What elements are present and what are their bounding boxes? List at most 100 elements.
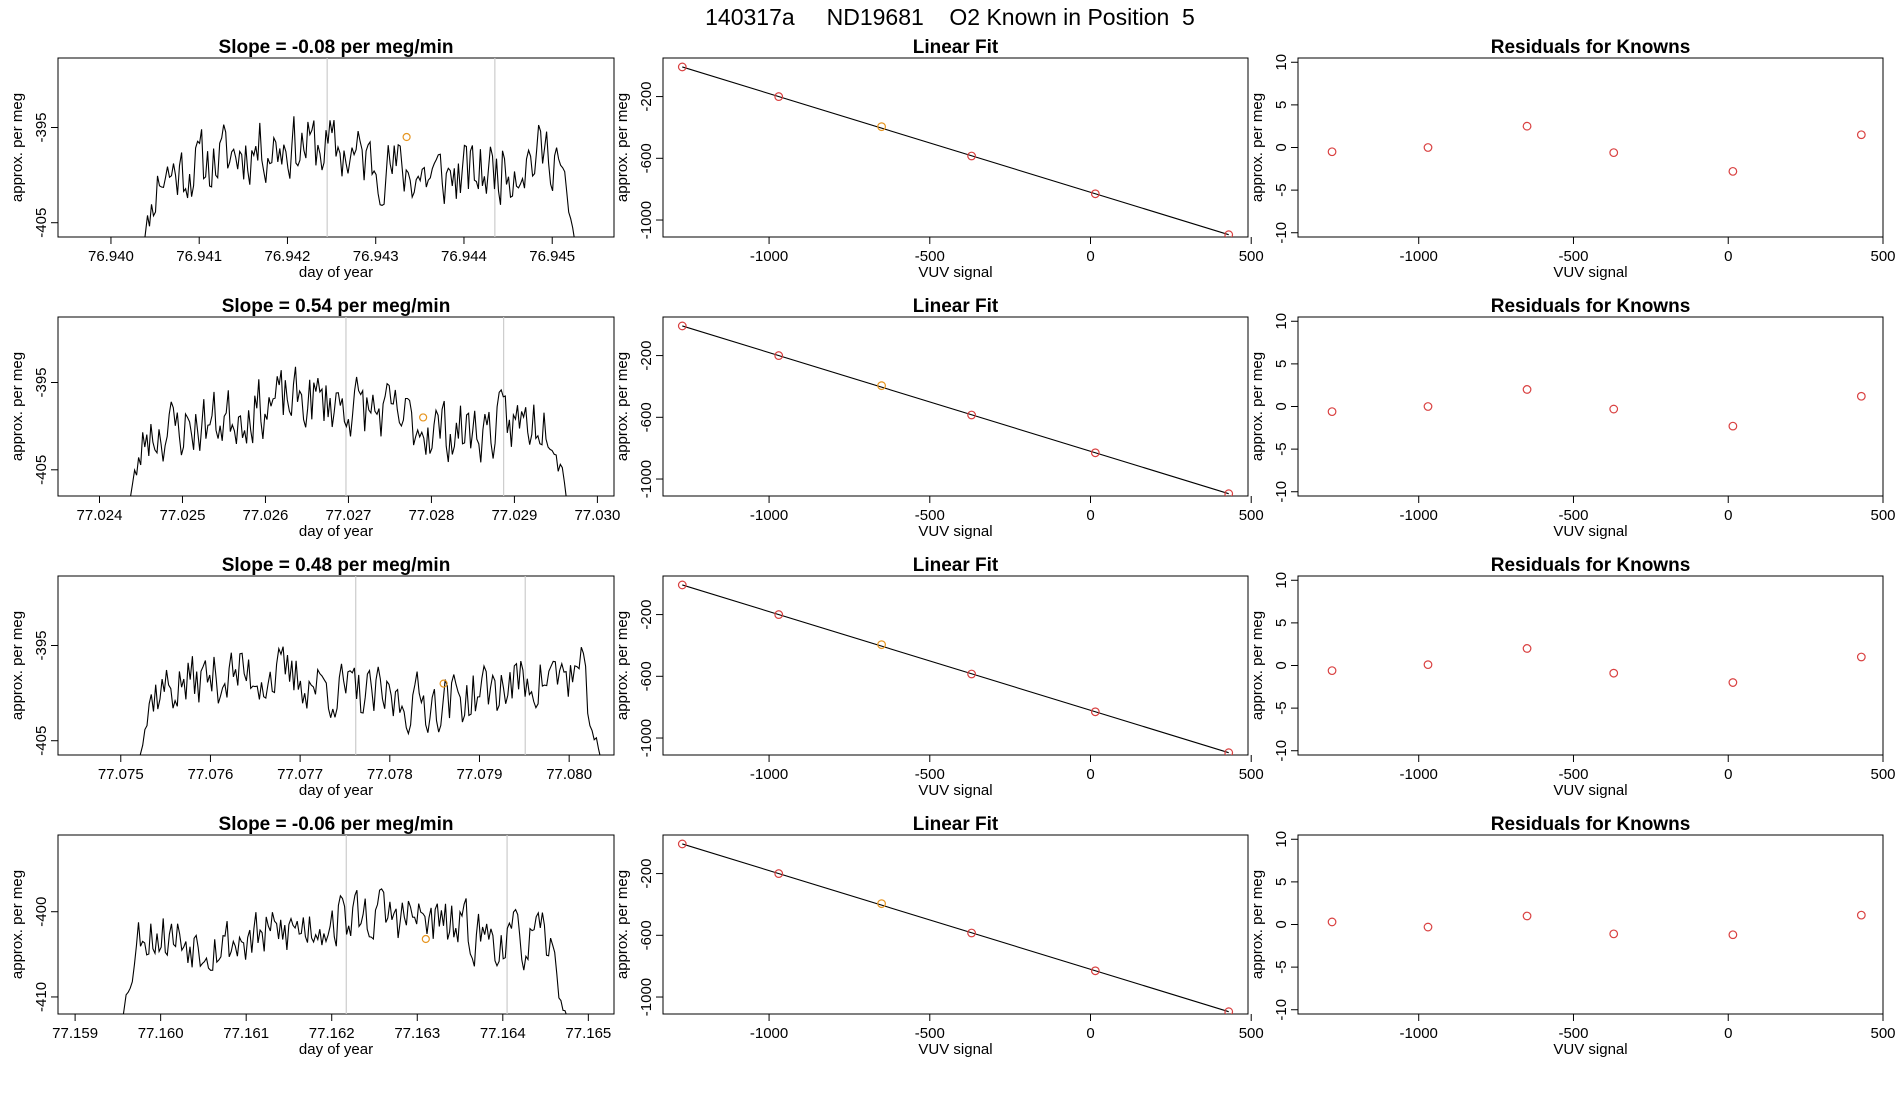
signal-trace <box>122 888 567 1014</box>
chart-panel-fit-3: Linear Fit -1000 -500 0 500 -200 -600 -1000 VUV … <box>614 555 1264 799</box>
x-tick-label: 77.077 <box>277 766 323 783</box>
y-tick-label: -5 <box>1273 183 1290 196</box>
x-tick-label: 0 <box>1724 1025 1732 1042</box>
fit-line <box>682 584 1229 754</box>
x-tick-label: -1000 <box>750 507 788 524</box>
y-tick-label: 10 <box>1273 831 1290 848</box>
data-point <box>1856 391 1866 401</box>
x-tick-label: 77.164 <box>480 1025 526 1042</box>
data-point <box>1609 404 1619 414</box>
x-tick-label: 76.940 <box>88 248 134 265</box>
data-point <box>1224 489 1234 496</box>
x-axis-label: VUV signal <box>1553 782 1627 799</box>
y-tick-label: -5 <box>1273 442 1290 455</box>
y-tick-label: -200 <box>638 341 655 371</box>
x-tick-label: 0 <box>1724 248 1732 265</box>
signal-trace <box>130 366 567 496</box>
y-tick-label: 5 <box>1273 101 1290 109</box>
y-axis-label: approx. per meg <box>614 870 631 979</box>
fit-line <box>682 843 1229 1013</box>
y-tick-label: -1000 <box>638 978 655 1016</box>
y-tick-label: -395 <box>33 112 50 142</box>
orange-marker <box>402 132 411 142</box>
x-tick-label: -1000 <box>750 1025 788 1042</box>
chart-panel-timeseries-3: Slope = 0.48 per meg/min 77.075 77.076 77.0… <box>9 555 615 799</box>
y-tick-label: -1000 <box>638 719 655 757</box>
x-tick-label: 77.075 <box>98 766 144 783</box>
y-tick-label: -5 <box>1273 701 1290 714</box>
x-tick-label: 500 <box>1239 507 1264 524</box>
highlight-point <box>877 381 886 391</box>
data-point <box>1856 910 1866 920</box>
data-point <box>677 839 687 849</box>
x-tick-label: 0 <box>1086 1025 1094 1042</box>
x-tick-label: 77.159 <box>52 1025 98 1042</box>
y-tick-label: -200 <box>638 82 655 112</box>
chart-title: Slope = -0.06 per meg/min <box>219 814 454 835</box>
plot-area <box>1327 121 1866 176</box>
chart-title: Slope = -0.08 per meg/min <box>219 37 454 58</box>
x-tick-label: 0 <box>1086 766 1094 783</box>
panels: Slope = -0.08 per meg/min 76.940 76.941 76.… <box>9 37 1896 1058</box>
plot-frame <box>1297 575 1884 756</box>
chart-title: Slope = 0.54 per meg/min <box>222 296 451 317</box>
data-point <box>774 92 784 101</box>
plot-area <box>677 580 1234 755</box>
data-point <box>967 928 976 938</box>
x-tick-label: 76.942 <box>265 248 311 265</box>
plot-area <box>677 839 1234 1014</box>
data-point <box>1609 668 1619 678</box>
y-tick-label: -600 <box>638 920 655 950</box>
x-tick-label: 0 <box>1086 507 1094 524</box>
y-tick-label: 5 <box>1273 878 1290 886</box>
y-tick-label: 5 <box>1273 360 1290 368</box>
plot-frame <box>57 316 615 497</box>
data-point <box>1423 402 1433 411</box>
fit-line <box>682 66 1229 236</box>
plot-area <box>1327 910 1866 940</box>
y-tick-label: 10 <box>1273 313 1290 330</box>
x-tick-label: -500 <box>1558 248 1588 265</box>
data-point <box>1423 922 1433 932</box>
x-axis-label: VUV signal <box>1553 523 1627 540</box>
y-axis-label: approx. per meg <box>1249 352 1266 461</box>
x-tick-label: 500 <box>1870 248 1895 265</box>
x-tick-label: 77.030 <box>574 507 620 524</box>
y-tick-label: 0 <box>1273 143 1290 151</box>
plot-frame <box>1297 57 1884 238</box>
chart-panel-fit-1: Linear Fit -1000 -500 0 500 -200 -600 -1000 VUV … <box>614 37 1264 281</box>
x-tick-label: -500 <box>1558 507 1588 524</box>
x-tick-label: 0 <box>1086 248 1094 265</box>
plot-frame <box>1297 834 1884 1015</box>
plot-frame <box>662 834 1249 1015</box>
x-axis-label: day of year <box>299 1041 373 1058</box>
x-tick-label: 77.027 <box>326 507 372 524</box>
data-point <box>1856 652 1866 662</box>
x-tick-label: 0 <box>1724 507 1732 524</box>
x-tick-label: 76.944 <box>441 248 487 265</box>
x-tick-label: 76.941 <box>176 248 222 265</box>
data-point <box>774 869 784 878</box>
x-tick-label: -500 <box>1558 1025 1588 1042</box>
x-axis-label: day of year <box>299 523 373 540</box>
x-tick-label: -1000 <box>1400 248 1438 265</box>
x-tick-label: -500 <box>1558 766 1588 783</box>
data-point <box>1728 930 1738 940</box>
data-point <box>1090 189 1100 199</box>
y-tick-label: -405 <box>33 726 50 756</box>
data-point <box>1327 917 1337 927</box>
x-axis-label: VUV signal <box>918 782 992 799</box>
y-tick-label: -400 <box>33 897 50 927</box>
data-point <box>967 669 976 679</box>
orange-marker <box>439 679 448 688</box>
y-axis-label: approx. per meg <box>614 611 631 720</box>
highlight-point <box>877 122 886 132</box>
chart-title: Linear Fit <box>913 814 999 835</box>
plot-frame <box>57 834 615 1015</box>
data-point <box>677 321 687 331</box>
data-point <box>1327 407 1337 417</box>
chart-panel-residuals-4: Residuals for Knowns -1000 -500 0 500 10 5 0 -5 -… <box>1249 814 1896 1058</box>
x-axis-label: VUV signal <box>918 264 992 281</box>
data-point <box>774 610 784 619</box>
plot-area <box>130 317 567 496</box>
